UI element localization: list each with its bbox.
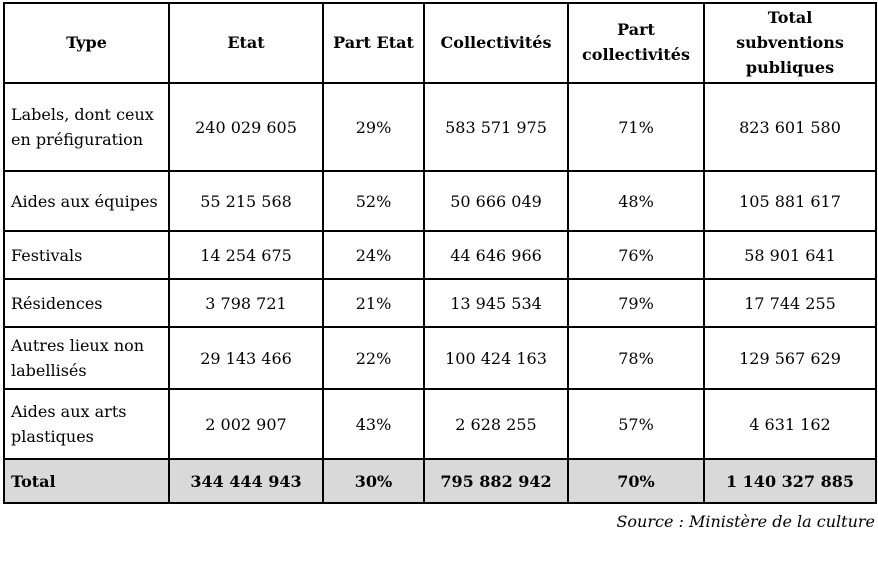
cell-part-collectivites: 71% [567, 82, 705, 173]
total-cell-total: 1 140 327 885 [703, 458, 877, 505]
table-row: Aides aux équipes 55 215 568 52% 50 666 … [3, 170, 877, 233]
header-total-subventions-label: Total subventions publiques [736, 8, 844, 77]
cell-part-etat: 22% [322, 326, 425, 391]
total-cell-part-etat: 30% [322, 458, 425, 505]
cell-etat: 14 254 675 [168, 230, 324, 281]
header-etat: Etat [168, 1, 324, 85]
cell-total: 823 601 580 [703, 82, 877, 173]
header-part-etat: Part Etat [322, 1, 425, 85]
total-cell-etat: 344 444 943 [168, 458, 324, 505]
row-label-residences: Résidences [3, 278, 170, 329]
row-label-festivals: Festivals [3, 230, 170, 281]
cell-collectivites: 13 945 534 [423, 278, 569, 329]
cell-part-collectivites: 79% [567, 278, 705, 329]
cell-etat: 29 143 466 [168, 326, 324, 391]
cell-part-etat: 52% [322, 170, 425, 233]
table-row: Aides aux arts plastiques 2 002 907 43% … [3, 388, 877, 461]
cell-collectivites: 44 646 966 [423, 230, 569, 281]
cell-collectivites: 583 571 975 [423, 82, 569, 173]
cell-collectivites: 100 424 163 [423, 326, 569, 391]
header-total-subventions: Total subventions publiques [703, 1, 877, 85]
cell-part-collectivites: 76% [567, 230, 705, 281]
total-row-label: Total [3, 458, 170, 505]
table-row: Résidences 3 798 721 21% 13 945 534 79% … [3, 278, 877, 329]
cell-total: 129 567 629 [703, 326, 877, 391]
cell-total: 58 901 641 [703, 230, 877, 281]
cell-part-etat: 21% [322, 278, 425, 329]
row-label-arts-plastiques: Aides aux arts plastiques [3, 388, 170, 461]
cell-total: 105 881 617 [703, 170, 877, 233]
cell-total: 17 744 255 [703, 278, 877, 329]
total-row: Total 344 444 943 30% 795 882 942 70% 1 … [3, 458, 877, 505]
source-note: Source : Ministère de la culture [616, 512, 875, 532]
cell-etat: 55 215 568 [168, 170, 324, 233]
cell-part-collectivites: 78% [567, 326, 705, 391]
table-row: Labels, dont ceux en préfiguration 240 0… [3, 82, 877, 173]
cell-part-etat: 24% [322, 230, 425, 281]
total-cell-collectivites: 795 882 942 [423, 458, 569, 505]
cell-part-etat: 43% [322, 388, 425, 461]
subsidies-page: Type Etat Part Etat Collectivités Part c… [3, 1, 877, 532]
table-row: Festivals 14 254 675 24% 44 646 966 76% … [3, 230, 877, 281]
header-part-collectivites: Part collectivités [567, 1, 705, 85]
total-cell-part-collectivites: 70% [567, 458, 705, 505]
cell-collectivites: 50 666 049 [423, 170, 569, 233]
header-row: Type Etat Part Etat Collectivités Part c… [3, 1, 877, 85]
row-label-labels: Labels, dont ceux en préfiguration [3, 82, 170, 173]
header-type: Type [3, 1, 170, 85]
cell-etat: 240 029 605 [168, 82, 324, 173]
cell-etat: 3 798 721 [168, 278, 324, 329]
subsidies-table: Type Etat Part Etat Collectivités Part c… [3, 1, 877, 505]
cell-total: 4 631 162 [703, 388, 877, 461]
cell-part-collectivites: 57% [567, 388, 705, 461]
row-label-aides-equipes: Aides aux équipes [3, 170, 170, 233]
cell-part-etat: 29% [322, 82, 425, 173]
cell-etat: 2 002 907 [168, 388, 324, 461]
row-label-autres-lieux: Autres lieux non labellisés [3, 326, 170, 391]
cell-collectivites: 2 628 255 [423, 388, 569, 461]
header-collectivites: Collectivités [423, 1, 569, 85]
table-row: Autres lieux non labellisés 29 143 466 2… [3, 326, 877, 391]
cell-part-collectivites: 48% [567, 170, 705, 233]
